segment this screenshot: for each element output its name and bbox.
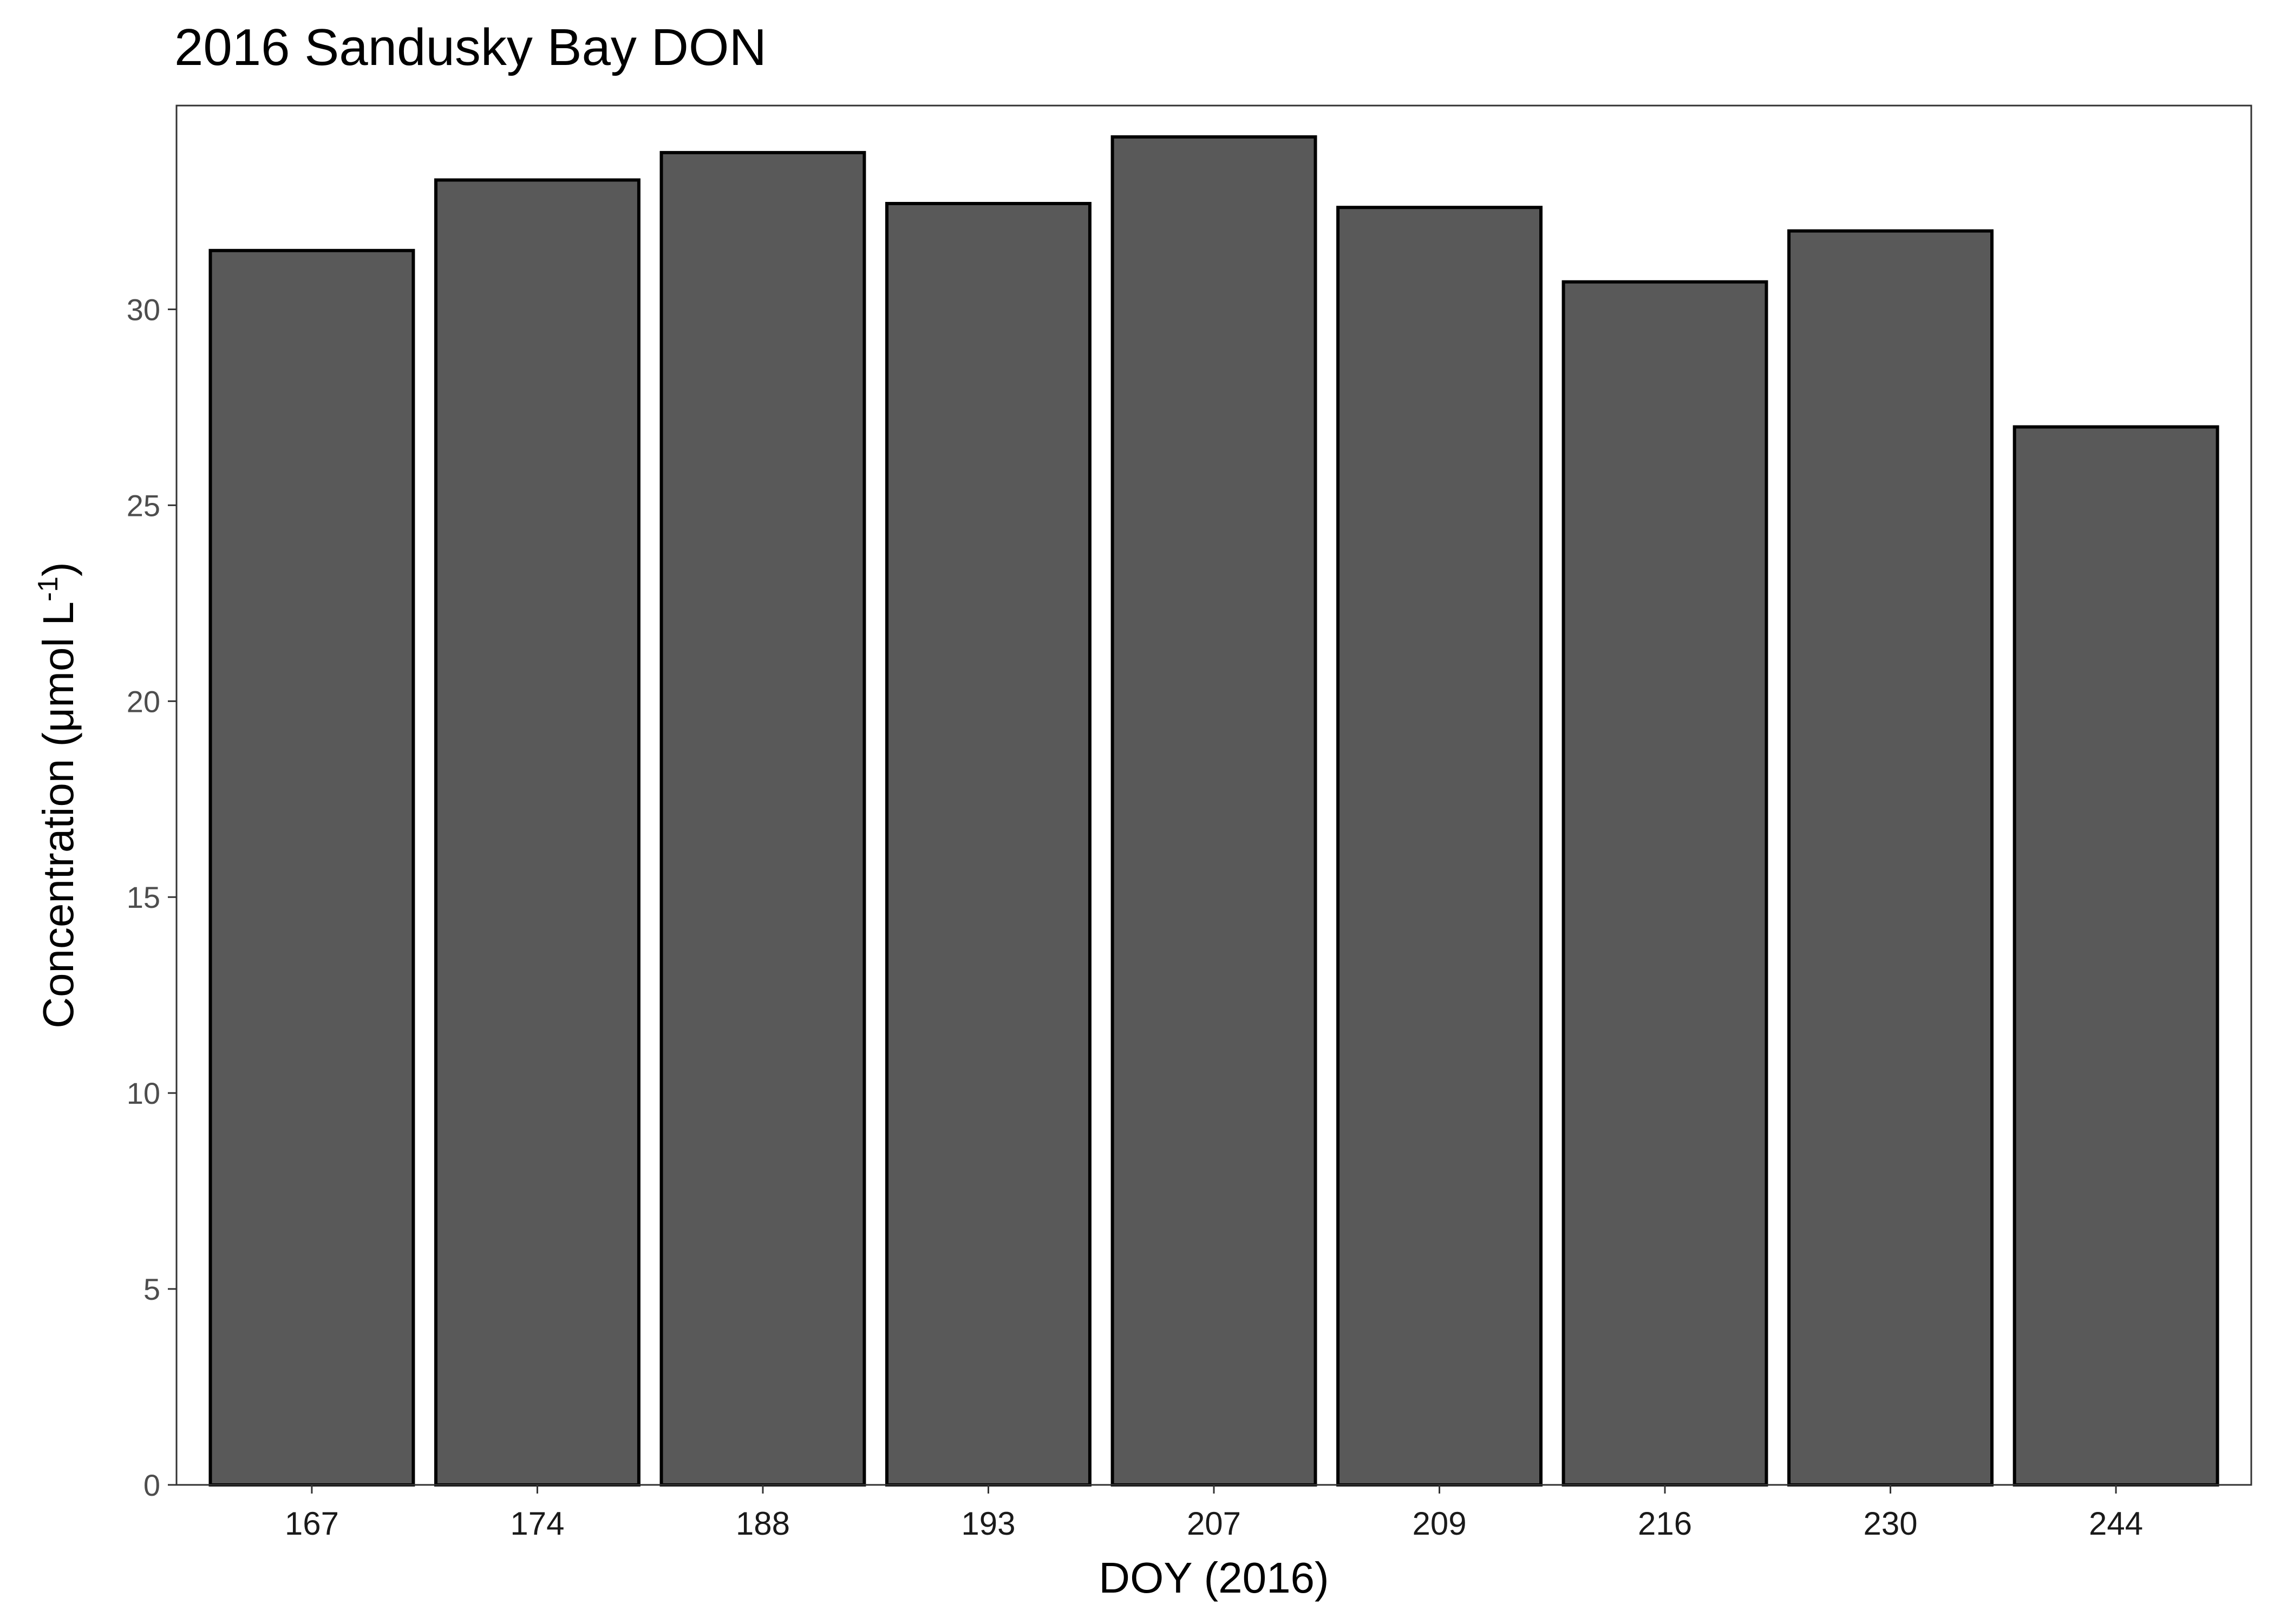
y-tick-label-0: 0 — [143, 1468, 160, 1502]
x-tick-label-167: 167 — [285, 1505, 339, 1542]
y-tick-label-15: 15 — [127, 880, 160, 914]
x-tick-label-209: 209 — [1412, 1505, 1466, 1542]
chart-title: 2016 Sandusky Bay DON — [174, 18, 767, 76]
x-tick-label-207: 207 — [1187, 1505, 1241, 1542]
y-axis-title-suffix: ) — [34, 562, 82, 577]
y-tick-label-10: 10 — [127, 1076, 160, 1110]
bar-207 — [1110, 135, 1317, 1487]
bars-group — [208, 135, 2219, 1487]
x-tick-label-230: 230 — [1864, 1505, 1918, 1542]
x-tick-label-216: 216 — [1638, 1505, 1692, 1542]
x-tick-label-174: 174 — [510, 1505, 564, 1542]
bar-209 — [1336, 206, 1543, 1487]
bar-174 — [434, 178, 641, 1487]
x-tick-label-188: 188 — [736, 1505, 790, 1542]
y-tick-label-20: 20 — [127, 684, 160, 718]
x-tick-label-193: 193 — [961, 1505, 1015, 1542]
bar-230 — [1787, 229, 1994, 1487]
y-tick-label-5: 5 — [143, 1272, 160, 1306]
x-axis: 167 174 188 193 207 209 216 230 244 — [285, 1485, 2143, 1542]
x-axis-title: DOY (2016) — [1099, 1554, 1329, 1602]
x-tick-label-244: 244 — [2089, 1505, 2143, 1542]
y-axis-title-superscript: -1 — [32, 577, 64, 601]
plot-panel-border — [175, 104, 2252, 1486]
y-tick-label-25: 25 — [127, 488, 160, 522]
bar-188 — [659, 150, 866, 1487]
bar-193 — [885, 202, 1092, 1487]
bar-216 — [1561, 280, 1768, 1487]
y-tick-label-30: 30 — [127, 292, 160, 326]
bar-167 — [208, 248, 415, 1487]
y-axis-title-main: Concentration (μmol L — [34, 601, 82, 1029]
bar-244 — [2012, 425, 2219, 1487]
y-axis-title: Concentration (μmol L-1) — [32, 562, 82, 1029]
y-axis: 0 5 10 15 20 25 30 — [127, 292, 177, 1502]
